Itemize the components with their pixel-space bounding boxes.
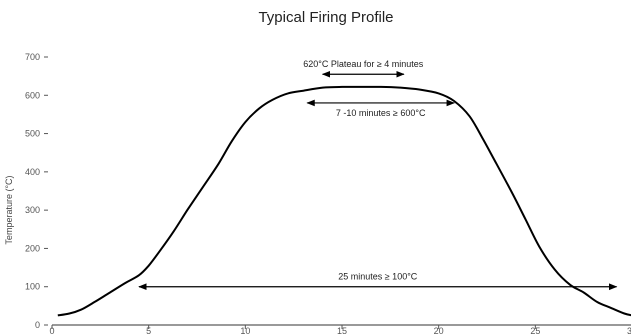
x-tick-label: 25 [530, 326, 540, 335]
y-tick-label: 600 [25, 90, 40, 100]
plot-area [57, 85, 631, 317]
y-tick-label: 300 [25, 205, 40, 215]
x-tick-label: 20 [434, 326, 444, 335]
y-axis-label: Temperature (°C) [4, 175, 14, 244]
x-tick-label: 15 [337, 326, 347, 335]
y-tick-label: 0 [35, 320, 40, 330]
x-tick-label: 0 [49, 326, 54, 335]
annotation-text: 25 minutes ≥ 100°C [338, 272, 418, 282]
x-tick-label: 30 [627, 326, 631, 335]
y-tick-label: 400 [25, 167, 40, 177]
annotation-text: 7 -10 minutes ≥ 600°C [336, 108, 426, 118]
axis-ticks: 0 100 200 300 400 500 600 700 0 5 10 15 20 25 30 [25, 52, 631, 335]
annotation-text: 620°C Plateau for ≥ 4 minutes [303, 59, 424, 69]
y-tick-label: 100 [25, 282, 40, 292]
x-tick-label: 5 [146, 326, 151, 335]
y-tick-label: 500 [25, 129, 40, 139]
annotations: 620°C Plateau for ≥ 4 minutes 7 -10 minut… [138, 59, 618, 291]
temperature-series-line [57, 85, 631, 317]
y-tick-label: 700 [25, 52, 40, 62]
x-tick-label: 10 [240, 326, 250, 335]
y-tick-label: 200 [25, 243, 40, 253]
chart-title: Typical Firing Profile [258, 9, 393, 26]
